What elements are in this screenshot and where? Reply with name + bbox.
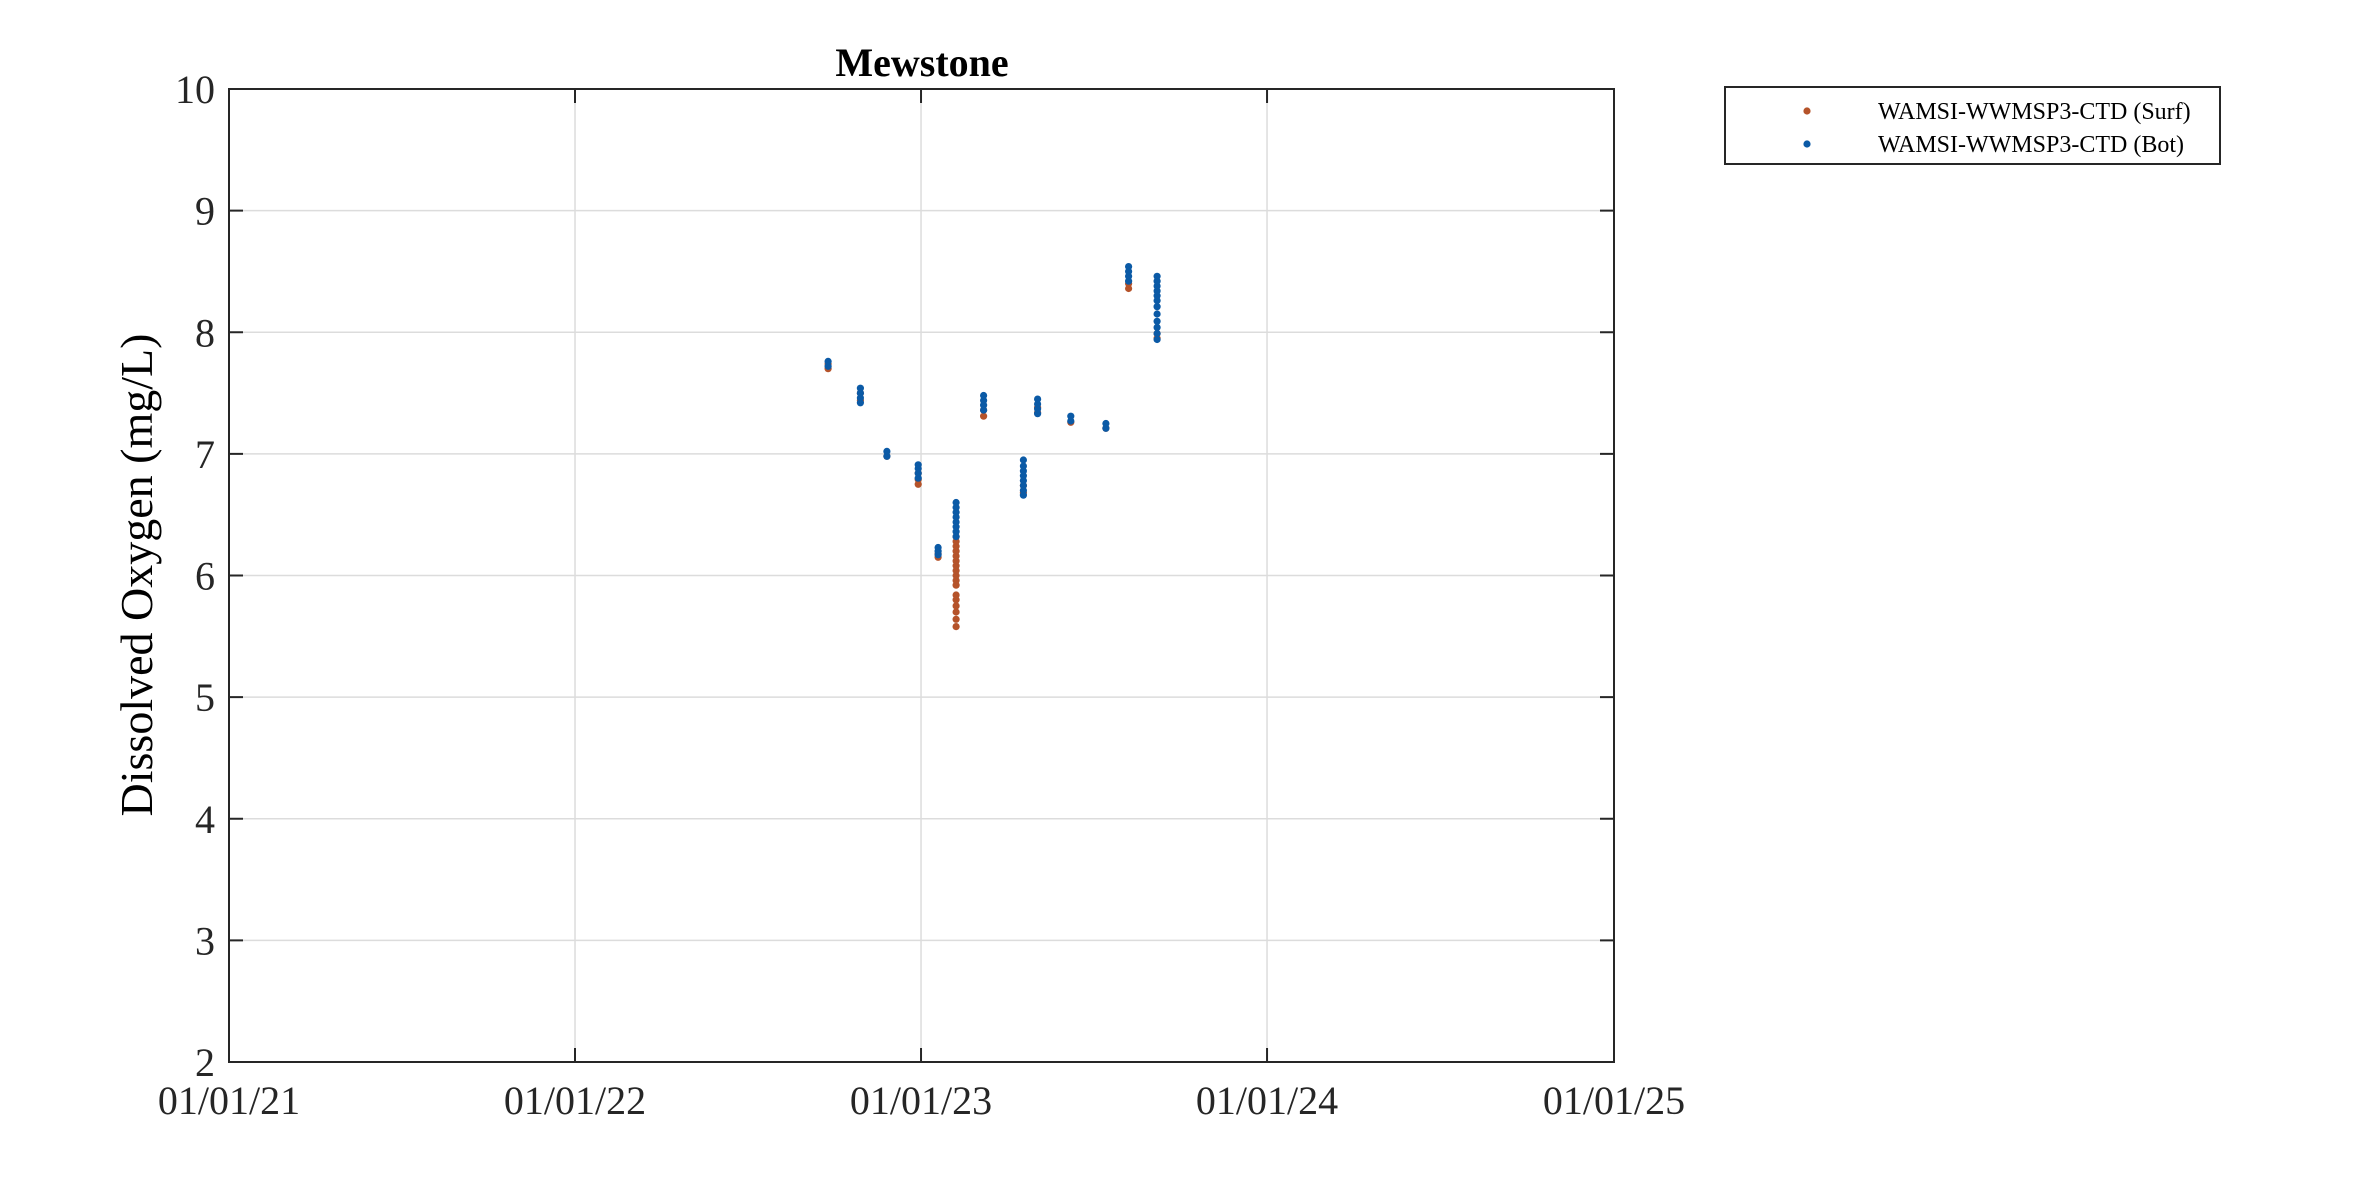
x-tick-label: 01/01/22 [504,1078,646,1123]
legend-marker [1803,107,1811,115]
data-point [1019,456,1027,464]
data-point [934,543,942,552]
data-point [1125,263,1133,271]
y-tick-label: 7 [195,432,215,477]
y-tick-label: 5 [195,675,215,720]
y-tick-label: 8 [195,310,215,355]
data-point [980,412,988,420]
data-point [952,602,960,610]
data-point [1153,329,1161,338]
y-tick-label: 9 [195,189,215,234]
plot-frame [228,88,1615,1063]
data-point [1034,395,1042,403]
data-point [1153,272,1161,280]
legend-marker [1803,140,1811,148]
legend: WAMSI-WWMSP3-CTD (Surf) WAMSI-WWMSP3-CTD … [1724,86,2221,165]
y-tick-label: 6 [195,554,215,599]
series-bot [824,263,1161,559]
grid-lines [229,89,1614,1062]
y-tick-labels: 2 3 4 5 6 7 8 9 10 [175,67,215,1085]
data-point [1102,419,1110,428]
data-point [952,608,960,616]
data-point [952,615,960,623]
data-point [1153,323,1161,331]
data-point [1067,412,1075,420]
chart-title: Mewstone [835,40,1008,85]
data-point [952,623,960,631]
legend-entry-label: WAMSI-WWMSP3-CTD (Surf) [1878,99,2191,125]
data-point [952,591,960,599]
data-point [980,391,988,400]
data-point [914,461,922,469]
x-tick-label: 01/01/21 [158,1078,300,1123]
data-point [1153,317,1161,325]
data-point [1153,303,1161,311]
data-points [824,263,1161,631]
data-point [952,498,960,507]
data-point [824,357,832,365]
legend-entry-label: WAMSI-WWMSP3-CTD (Bot) [1878,132,2184,158]
legend-box [1724,86,2221,165]
x-tick-labels: 01/01/21 01/01/22 01/01/23 01/01/24 01/01/25 [158,1078,1685,1123]
y-tick-label: 3 [195,918,215,963]
x-tick-label: 01/01/24 [1196,1078,1338,1123]
data-point [856,384,865,392]
y-axis-label: Dissolved Oxygen (mg/L) [111,334,162,817]
data-point [1153,310,1161,318]
y-tick-label: 4 [195,797,215,842]
x-tick-label: 01/01/25 [1543,1078,1685,1123]
data-point [883,447,891,455]
x-tick-label: 01/01/23 [850,1078,992,1123]
y-tick-label: 10 [175,67,215,112]
data-point [1019,462,1027,470]
y-tick-label: 2 [195,1040,215,1085]
data-point [1153,335,1161,344]
